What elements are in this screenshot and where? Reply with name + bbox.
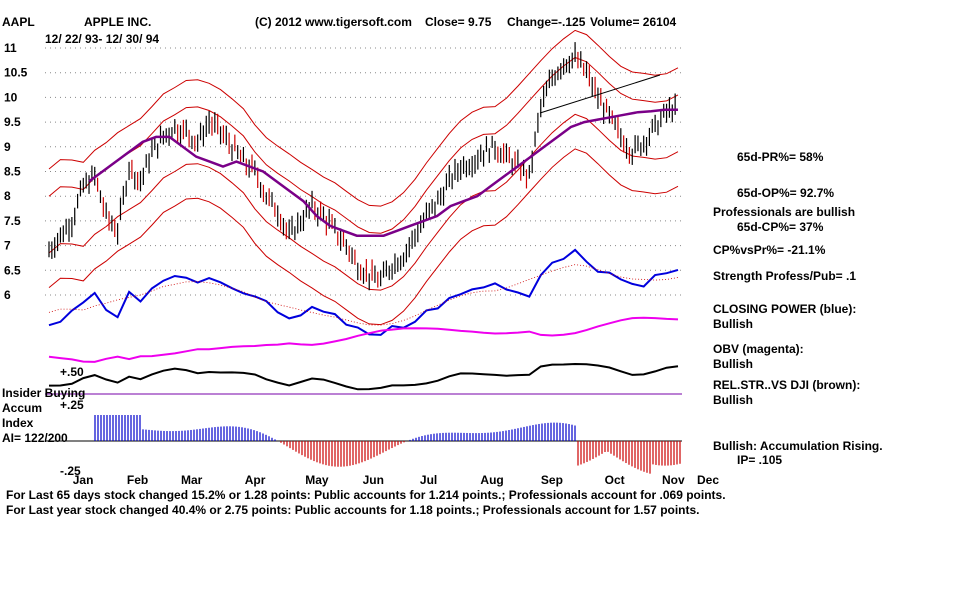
lower-band-inner xyxy=(48,113,679,291)
resistance-trendline xyxy=(539,74,661,114)
price-bars xyxy=(48,42,676,291)
relative-strength-line xyxy=(48,362,679,391)
y-tick-label: 11 xyxy=(4,41,17,55)
close-value: Close= 9.75 xyxy=(425,15,492,29)
y-tick-label: 10.5 xyxy=(4,66,28,80)
index-label: Index xyxy=(2,416,34,430)
accum-plus50: +.50 xyxy=(60,365,84,379)
indicator-closing-power-value: Bullish xyxy=(713,317,754,331)
obv-line xyxy=(48,316,679,363)
trendline xyxy=(539,74,661,114)
footer-line-65d: For Last 65 days stock changed 15.2% or … xyxy=(6,488,726,502)
bollinger-bands xyxy=(48,29,679,326)
y-tick-label: 10 xyxy=(4,90,18,104)
month-label: Aug xyxy=(480,473,503,487)
indicator-pr: 65d-PR%= 58% xyxy=(737,150,824,164)
indicator-strength: Strength Profess/Pub= .1 xyxy=(713,269,857,283)
indicator-obv: OBV (magenta): xyxy=(713,342,804,356)
month-label: Mar xyxy=(181,473,203,487)
ai-value: AI= 122/200 xyxy=(2,431,68,445)
accum-minus25: -.25 xyxy=(60,464,81,478)
footer-line-year: For Last year stock changed 40.4% or 2.7… xyxy=(6,503,700,517)
y-tick-label: 6 xyxy=(4,288,11,302)
closing-power-line xyxy=(48,248,679,336)
y-tick-label: 6.5 xyxy=(4,263,21,277)
ma-line xyxy=(88,108,678,237)
y-tick-label: 7 xyxy=(4,239,11,253)
y-axis-labels: 11 10.5 10 9.5 9 8.5 8 7.5 7 6.5 6 xyxy=(4,41,28,302)
indicator-obv-value: Bullish xyxy=(713,357,754,371)
upper-band-outer xyxy=(48,29,679,207)
accum-label: Accum xyxy=(2,401,43,415)
month-label: Apr xyxy=(245,473,266,487)
month-labels: Jan Feb Mar Apr May Jun Jul Aug Sep Oct Nov Dec xyxy=(73,473,720,487)
indicator-closing-power: CLOSING POWER (blue): xyxy=(713,302,857,316)
indicator-accum: Bullish: Accumulation Rising. xyxy=(713,439,883,453)
ticker: AAPL xyxy=(2,15,35,29)
accumulation-index xyxy=(94,415,681,474)
upper-band-inner xyxy=(48,56,679,234)
obv-line xyxy=(48,316,679,363)
insider-buying-label: Insider Buying xyxy=(2,386,86,400)
month-label: Nov xyxy=(662,473,685,487)
lower-band-outer xyxy=(48,148,679,326)
moving-average-line xyxy=(88,108,678,237)
indicator-pro-bull: Professionals are bullish xyxy=(713,205,856,219)
y-tick-label: 9 xyxy=(4,140,11,154)
y-tick-label: 7.5 xyxy=(4,214,21,228)
y-tick-label: 8.5 xyxy=(4,165,21,179)
change-value: Change=-.125 xyxy=(507,15,586,29)
indicator-relstr: REL.STR..VS DJI (brown): xyxy=(713,378,861,392)
relative-strength-line xyxy=(48,362,679,391)
volume-value: Volume= 26104 xyxy=(590,15,677,29)
month-label: May xyxy=(305,473,329,487)
month-label: Jul xyxy=(420,473,437,487)
date-range: 12/ 22/ 93- 12/ 30/ 94 xyxy=(45,32,160,46)
indicator-ip: IP= .105 xyxy=(737,453,783,467)
indicator-cp: 65d-CP%= 37% xyxy=(737,220,824,234)
month-label: Dec xyxy=(697,473,719,487)
indicator-relstr-value: Bullish xyxy=(713,393,754,407)
closing-power-ma xyxy=(48,264,679,326)
indicator-op: 65d-OP%= 92.7% xyxy=(737,186,835,200)
company-name: APPLE INC. xyxy=(84,15,152,29)
grid xyxy=(45,47,682,442)
indicator-cpvspr: CP%vsPr%= -21.1% xyxy=(713,243,826,257)
y-tick-label: 8 xyxy=(4,189,11,203)
copyright: (C) 2012 www.tigersoft.com xyxy=(255,15,412,29)
y-tick-label: 9.5 xyxy=(4,115,21,129)
month-label: Feb xyxy=(127,473,148,487)
month-label: Jun xyxy=(363,473,384,487)
accum-plus25: +.25 xyxy=(60,398,84,412)
month-label: Oct xyxy=(605,473,625,487)
closing-power-line xyxy=(48,248,679,336)
month-label: Sep xyxy=(541,473,563,487)
month-label: Jan xyxy=(73,473,94,487)
